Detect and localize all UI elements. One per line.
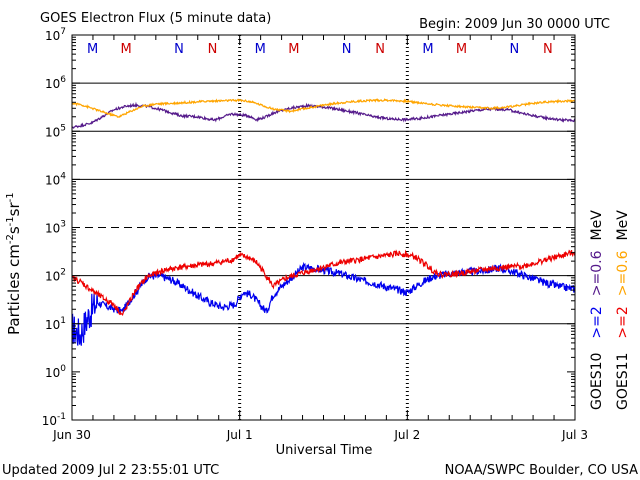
mn-marker: N	[543, 42, 553, 57]
mn-marker: M	[288, 42, 299, 57]
mn-marker: N	[375, 42, 385, 57]
mn-marker: M	[121, 42, 132, 57]
mn-marker: N	[342, 42, 352, 57]
y-tick-label: 100	[45, 364, 66, 380]
source-credit: NOAA/SWPC Boulder, CO USA	[445, 463, 638, 478]
series-line-3	[71, 98, 576, 118]
series-lines	[71, 98, 576, 346]
y-axis-label: Particles cm-2s-1sr-1	[5, 192, 23, 335]
x-tick-label: Jul 1	[226, 428, 253, 442]
y-tick-label: 107	[45, 27, 66, 43]
x-tick-label: Jun 30	[52, 428, 91, 442]
y-tick-label: 104	[45, 171, 66, 187]
begin-date: Begin: 2009 Jun 30 0000 UTC	[419, 17, 610, 32]
y-tick-labels: 10-1 100 101 102 103 104 105 106 107	[42, 27, 575, 428]
x-tick-labels: Jun 30 Jul 1 Jul 2 Jul 3	[52, 35, 588, 442]
mn-marker: M	[255, 42, 266, 57]
day-dividers	[238, 35, 409, 420]
mn-marker: N	[174, 42, 184, 57]
mn-marker: M	[456, 42, 467, 57]
mn-marker: N	[208, 42, 218, 57]
legend-goes11: GOES11>=2>=0.6MeV	[615, 210, 631, 410]
y-tick-label: 106	[45, 75, 66, 91]
y-tick-label: 105	[45, 123, 66, 139]
updated-timestamp: Updated 2009 Jul 2 23:55:01 UTC	[2, 463, 219, 478]
series-line-2	[71, 249, 576, 317]
x-tick-label: Jul 2	[393, 428, 420, 442]
y-tick-label: 101	[45, 316, 66, 332]
y-tick-label: 10-1	[42, 412, 66, 428]
right-legend: GOES10>=2>=0.6MeV GOES11>=2>=0.6MeV	[589, 210, 631, 410]
x-axis-label: Universal Time	[276, 443, 373, 458]
legend-goes10: GOES10>=2>=0.6MeV	[589, 210, 605, 410]
grid-lines	[72, 82, 575, 325]
y-tick-label: 102	[45, 268, 66, 284]
mn-marker: M	[87, 42, 98, 57]
y-tick-label: 103	[45, 220, 66, 236]
x-tick-label: Jul 3	[561, 428, 588, 442]
mn-marker: N	[509, 42, 519, 57]
chart-title: GOES Electron Flux (5 minute data)	[40, 11, 271, 26]
mn-marker: M	[422, 42, 433, 57]
